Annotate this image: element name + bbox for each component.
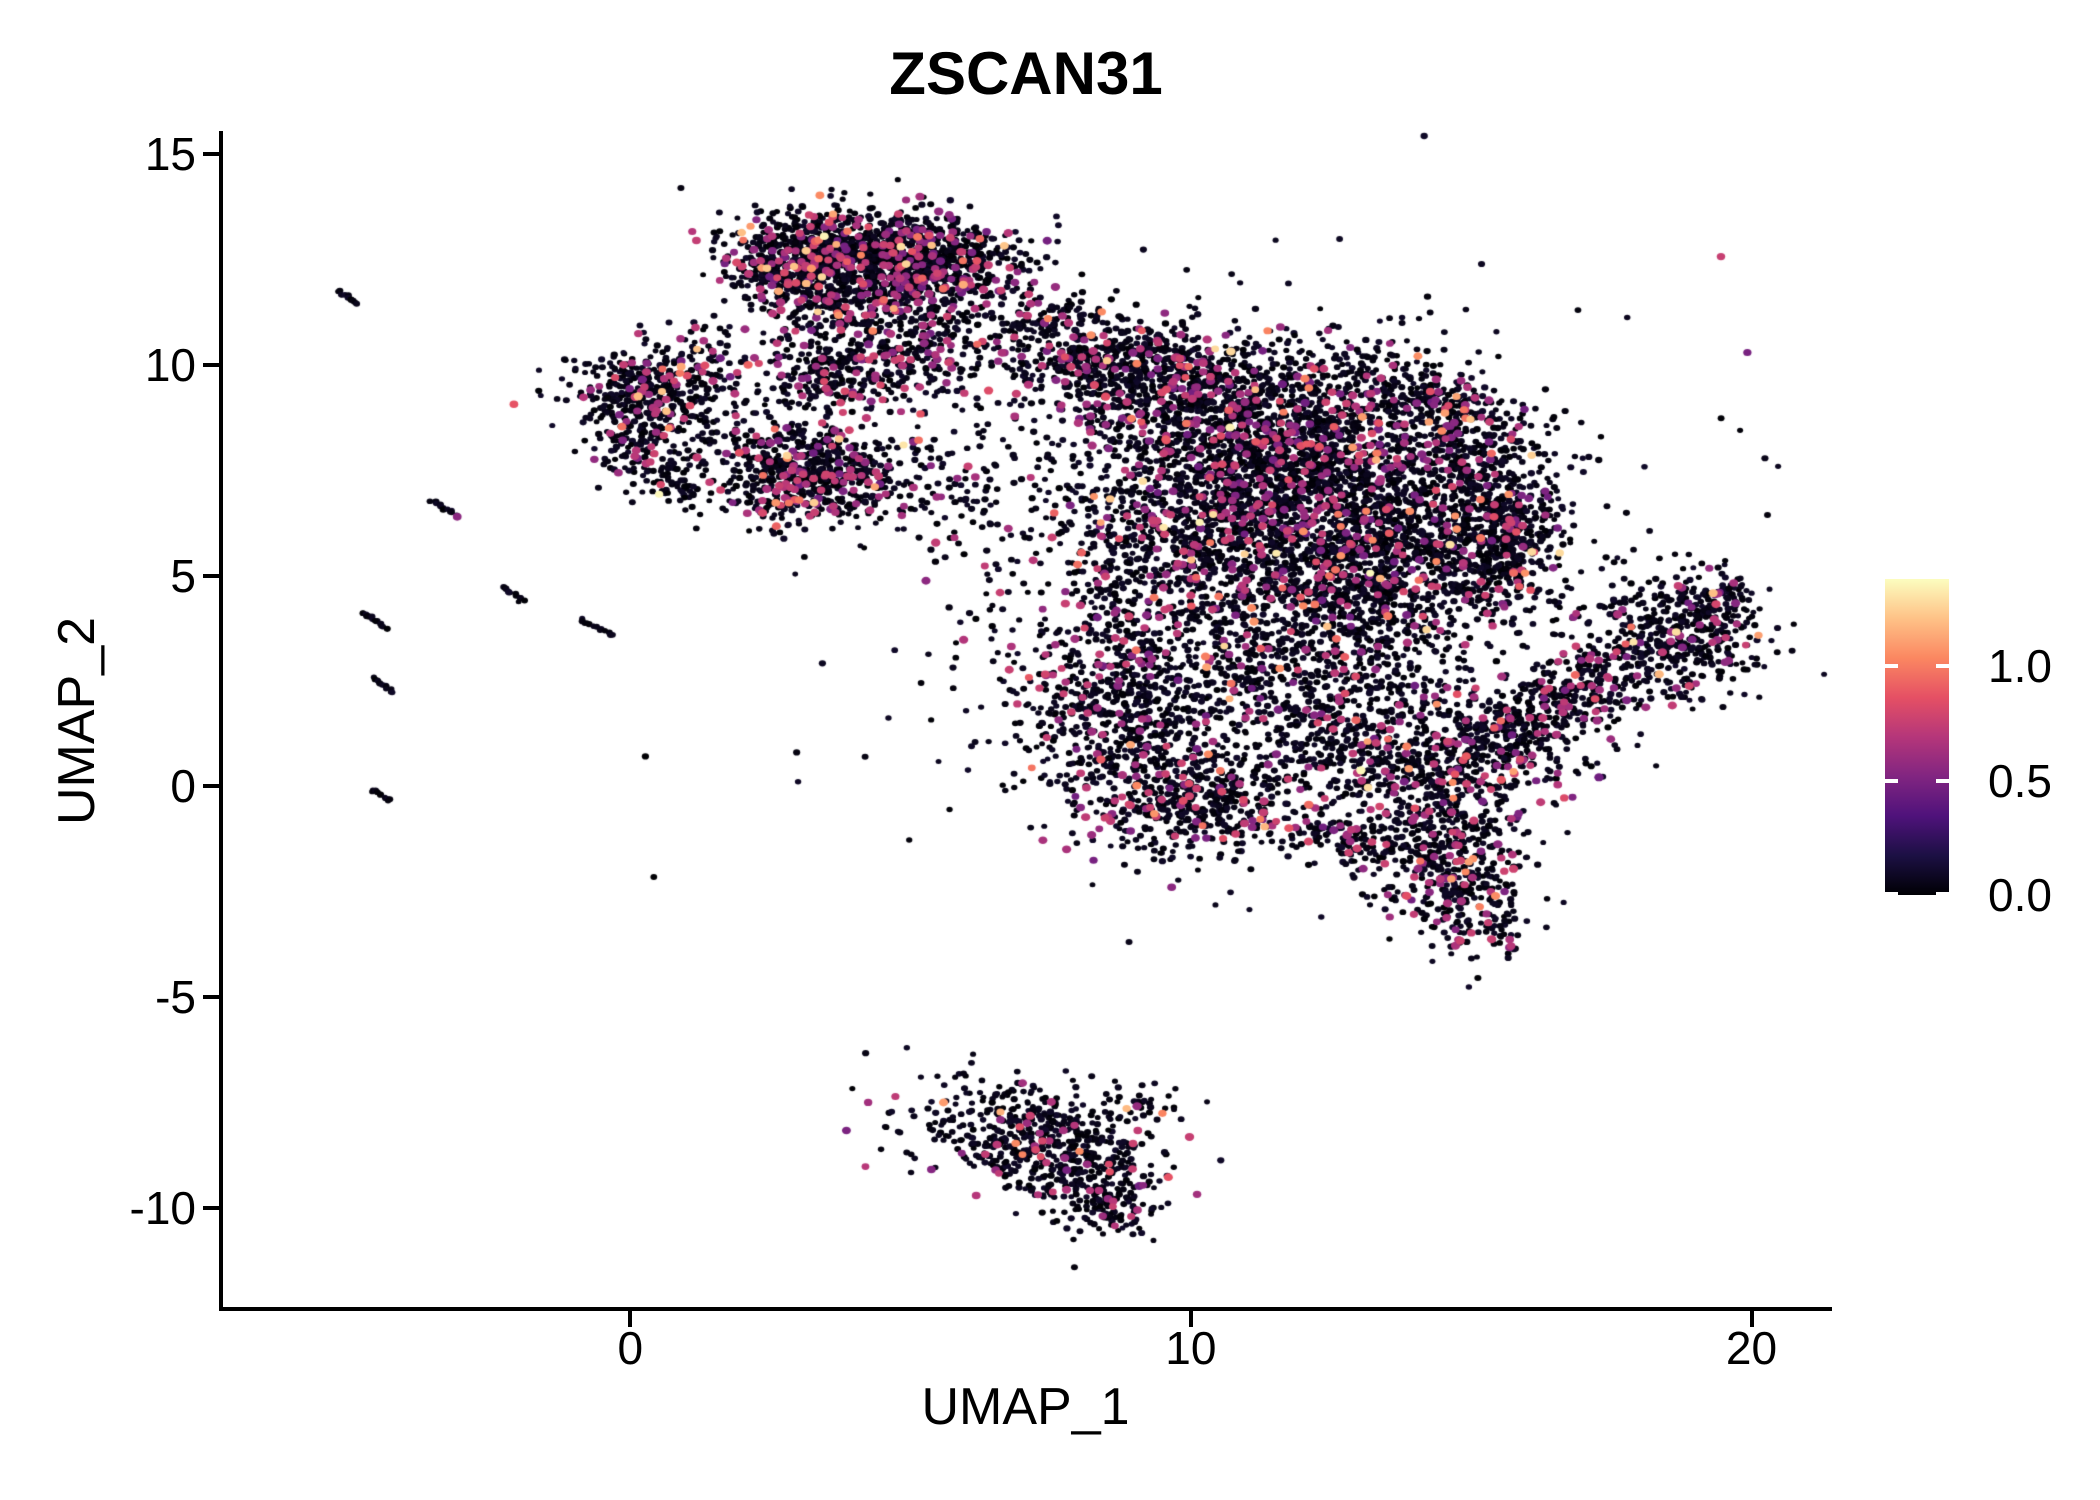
y-tick-label: 5 bbox=[170, 549, 196, 602]
y-axis-line bbox=[219, 131, 223, 1311]
colorbar-tick-label: 0.5 bbox=[1988, 754, 2052, 807]
y-tick-mark bbox=[203, 995, 219, 1000]
y-tick-label: -10 bbox=[129, 1181, 196, 1234]
y-tick-mark bbox=[203, 573, 219, 578]
colorbar-tick-mark bbox=[1936, 664, 1949, 668]
x-tick-mark bbox=[1749, 1311, 1754, 1327]
plot-title: ZSCAN31 bbox=[889, 40, 1163, 107]
x-axis-title: UMAP_1 bbox=[921, 1378, 1130, 1436]
y-tick-mark bbox=[203, 784, 219, 789]
x-tick-label: 0 bbox=[617, 1322, 644, 1374]
colorbar bbox=[1885, 579, 1949, 896]
y-tick-label: 15 bbox=[144, 128, 196, 181]
y-tick-mark bbox=[203, 362, 219, 367]
x-tick-label: 10 bbox=[1165, 1322, 1217, 1374]
colorbar-tick-mark bbox=[1885, 664, 1898, 668]
x-axis-line bbox=[219, 1307, 1832, 1311]
colorbar-tick-label: 1.0 bbox=[1988, 640, 2052, 692]
y-tick-mark bbox=[203, 152, 219, 157]
colorbar-tick-mark bbox=[1936, 892, 1949, 896]
colorbar-tick-mark bbox=[1936, 778, 1949, 783]
y-tick-mark bbox=[203, 1205, 219, 1210]
colorbar-tick-label: 0.0 bbox=[1988, 869, 2052, 921]
x-tick-mark bbox=[628, 1311, 633, 1327]
y-tick-label: -5 bbox=[155, 971, 196, 1024]
colorbar-tick-mark bbox=[1885, 892, 1898, 896]
colorbar-tick-mark bbox=[1885, 778, 1898, 783]
colorbar-gradient bbox=[1885, 579, 1949, 895]
y-tick-label: 0 bbox=[170, 760, 196, 813]
x-tick-mark bbox=[1188, 1311, 1193, 1327]
y-tick-label: 10 bbox=[144, 338, 196, 391]
x-tick-label: 20 bbox=[1725, 1322, 1778, 1374]
